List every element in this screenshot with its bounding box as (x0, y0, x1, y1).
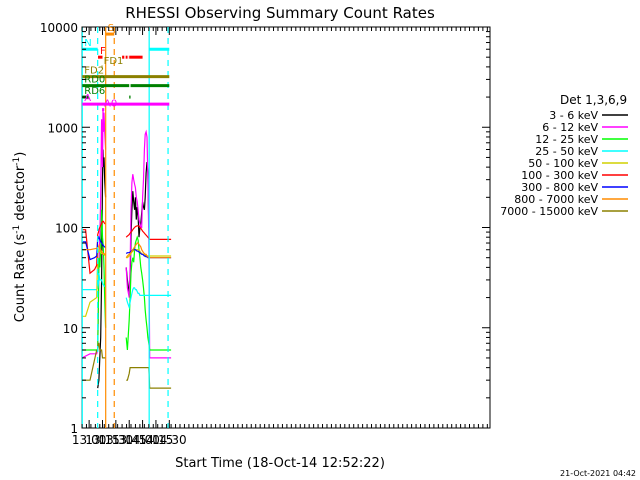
flag-label: F (100, 46, 106, 57)
series-line (82, 273, 172, 310)
y-axis-label-part: detector (13, 165, 28, 225)
series-line (82, 220, 172, 275)
flag-label: FD1 (104, 56, 124, 67)
legend-label: 25 - 50 keV (535, 145, 598, 158)
series-line (82, 242, 172, 259)
y-axis-label-sup: -1 (12, 225, 22, 234)
legend-label: 3 - 6 keV (549, 109, 598, 122)
flag-label: A0 (104, 99, 117, 110)
y-tick-label: 10000 (40, 21, 78, 35)
legend-label: 7000 - 15000 keV (500, 205, 598, 218)
legend-label: 300 - 800 keV (521, 181, 598, 194)
series-line (81, 109, 172, 359)
y-tick-label: 1000 (47, 121, 78, 135)
legend-title: Det 1,3,6,9 (560, 93, 627, 107)
x-axis-label: Start Time (18-Oct-14 12:52:22) (175, 456, 385, 471)
legend-label: 100 - 300 keV (521, 169, 598, 182)
vertical-markers (81, 27, 169, 428)
x-tick-label: 13:00 (72, 433, 107, 447)
x-tick-label: 13:45 (112, 433, 147, 447)
flag-label: RD6 (84, 86, 105, 97)
series-line (82, 342, 172, 389)
flag-label: RD0 (84, 75, 105, 86)
legend-label: 6 - 12 keV (542, 121, 598, 134)
y-tick-label: 100 (55, 222, 78, 236)
y-tick-label: 10 (63, 322, 78, 336)
generation-timestamp: 21-Oct-2021 04:42 (560, 469, 636, 478)
x-tick-label: 13:30 (99, 433, 134, 447)
legend-label: 50 - 100 keV (528, 157, 598, 170)
x-tick-label: 14:00 (125, 433, 160, 447)
x-tick-label: 14:15 (139, 433, 174, 447)
flag-label: N (84, 38, 91, 49)
y-axis-label-sup: -1 (12, 157, 22, 166)
flag-label: S (108, 23, 114, 34)
legend-label: 12 - 25 keV (535, 133, 598, 146)
y-tick-label: 1 (70, 422, 78, 436)
chart-title: RHESSI Observing Summary Count Rates (125, 4, 435, 22)
legend-label: 800 - 7000 keV (514, 193, 598, 206)
flag-label: A (84, 93, 91, 104)
x-tick-label: 14:30 (152, 433, 187, 447)
y-axis-label-part: ) (13, 152, 28, 157)
flag-label: FD2 (84, 66, 104, 77)
series-layer (81, 109, 172, 389)
y-axis-label: Count Rate (s-1 detector-1) (12, 152, 28, 323)
x-tick-label: 13:15 (85, 433, 120, 447)
y-axis-label-part: Count Rate (s (13, 234, 28, 323)
